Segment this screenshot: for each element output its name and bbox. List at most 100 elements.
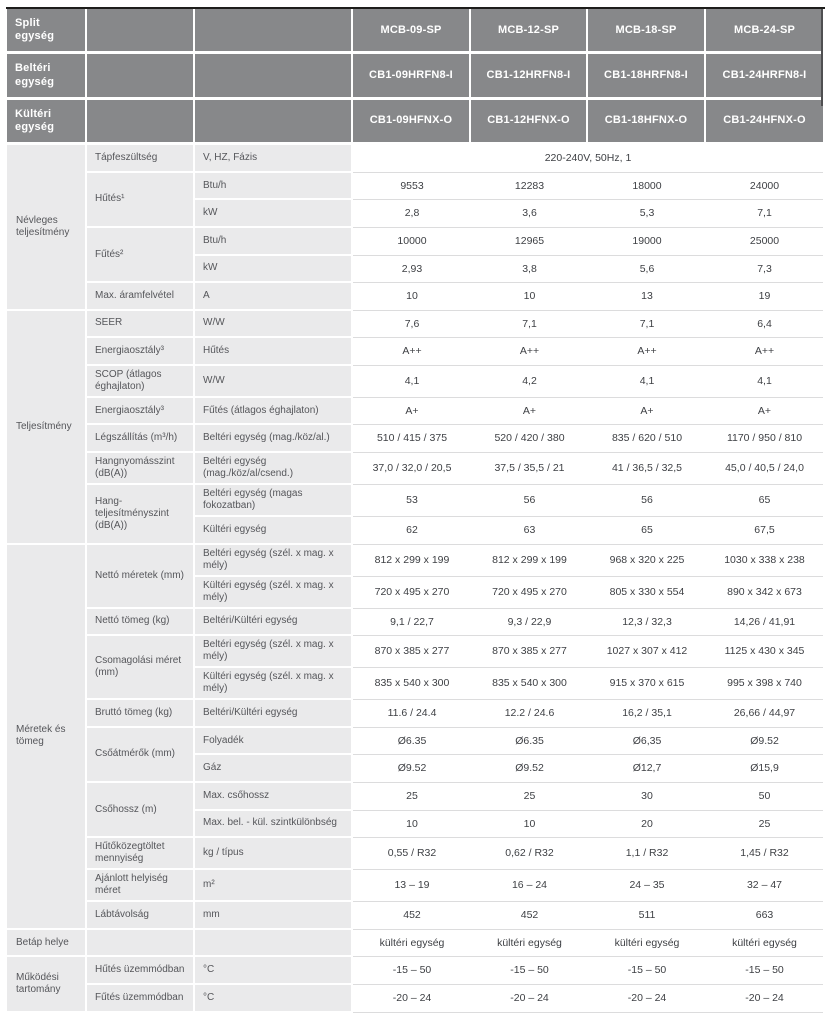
value-cell: Ø9.52 xyxy=(353,755,471,784)
detail-label-cell: W/W xyxy=(195,365,353,398)
table-row: kW 2,8 3,6 5,3 7,1 xyxy=(7,200,823,228)
value-cell: 805 x 330 x 554 xyxy=(588,576,706,609)
row-label-cell: Fűtés üzemmódban xyxy=(87,985,195,1013)
table-row: Energiaosztály³ Fűtés (átlagos éghajlaton… xyxy=(7,397,823,426)
table-header: Split egység MCB-09-SP MCB-12-SP MCB-18-SP M… xyxy=(7,9,823,146)
table-row: Nettó tömeg (kg) Beltéri/Kültéri egység 9,… xyxy=(7,608,823,637)
value-cell: 220-240V, 50Hz, 1 xyxy=(353,145,823,173)
value-cell: A++ xyxy=(353,338,471,366)
value-cell: kültéri egység xyxy=(471,929,588,958)
table-row: Teljesítmény SEER W/W 7,6 7,1 7,1 6,4 xyxy=(7,310,823,545)
value-cell: A+ xyxy=(471,397,588,426)
value-cell: 10 xyxy=(471,283,588,311)
row-label-cell: Bruttó tömeg (kg) xyxy=(87,700,195,728)
value-cell: 25 xyxy=(471,783,588,811)
row-label-cell: SCOP (átlagos éghajlaton) xyxy=(87,365,195,398)
header-row-label: Split egység xyxy=(7,9,87,55)
value-cell: 4,1 xyxy=(353,365,471,398)
value-cell: Ø9.52 xyxy=(706,727,823,756)
value-cell: 1125 x 430 x 345 xyxy=(706,636,823,669)
value-cell: 26,66 / 44,97 xyxy=(706,700,823,728)
value-cell: 1030 x 338 x 238 xyxy=(706,544,823,577)
row-label-cell: Ajánlott helyiség méret xyxy=(87,870,195,903)
value-cell: 7,1 xyxy=(706,200,823,228)
value-cell: 7,1 xyxy=(588,310,706,339)
table-row: Méretek és tömeg Nettó méretek (mm) Beltér… xyxy=(7,544,823,930)
row-label-cell: Fűtés² xyxy=(87,227,195,284)
table-row: Bruttó tömeg (kg) Beltéri/Kültéri egység 1… xyxy=(7,700,823,728)
table-row: Hűtés¹ Btu/h 9553 12283 18000 24000 xyxy=(7,172,823,228)
value-cell: 7,1 xyxy=(471,310,588,339)
row-label-cell: Lábtávolság xyxy=(87,902,195,930)
value-cell: 835 / 620 / 510 xyxy=(588,425,706,454)
value-cell: 720 x 495 x 270 xyxy=(471,576,588,609)
value-cell: 19000 xyxy=(588,227,706,256)
value-cell: 12283 xyxy=(471,172,588,201)
value-cell: 0,62 / R32 xyxy=(471,838,588,871)
value-cell: 56 xyxy=(471,485,588,518)
table-row: Fűtés² Btu/h 10000 12965 19000 25000 xyxy=(7,227,823,284)
table-row: Légszállítás (m³/h) Beltéri egység (mag./… xyxy=(7,425,823,454)
model-name-cell: CB1-18HFNX-O xyxy=(588,99,706,146)
detail-label-cell: Btu/h xyxy=(195,172,353,201)
value-cell: 812 x 299 x 199 xyxy=(353,544,471,577)
value-cell: 812 x 299 x 199 xyxy=(471,544,588,577)
value-cell: 56 xyxy=(588,485,706,518)
table-row: SCOP (átlagos éghajlaton) W/W 4,1 4,2 4,1 4,1 xyxy=(7,365,823,398)
row-label-cell: Hűtés¹ xyxy=(87,172,195,228)
value-cell: Ø6.35 xyxy=(353,727,471,756)
value-cell: 452 xyxy=(353,902,471,930)
value-cell: 50 xyxy=(706,783,823,811)
value-cell: 870 x 385 x 277 xyxy=(353,636,471,669)
header-spacer-cell xyxy=(195,99,353,146)
model-name-cell: MCB-24-SP xyxy=(706,9,823,55)
value-cell: 870 x 385 x 277 xyxy=(471,636,588,669)
table-row: Csőhossz (m) Max. csőhossz 25 25 30 50 xyxy=(7,783,823,839)
model-name-cell: CB1-24HRFN8-I xyxy=(706,54,823,100)
spec-table: Split egység MCB-09-SP MCB-12-SP MCB-18-SP M… xyxy=(7,9,823,1013)
value-cell: 20 xyxy=(588,810,706,839)
table-row: Csomagolási méret (mm) Beltéri egység (sz… xyxy=(7,636,823,701)
value-cell: 12,3 / 32,3 xyxy=(588,608,706,637)
detail-label-cell: kW xyxy=(195,255,353,284)
value-cell: -15 – 50 xyxy=(706,957,823,985)
table-row: Ajánlott helyiség méret m² 13 – 19 16 – 24 2… xyxy=(7,870,823,903)
value-cell: 9553 xyxy=(353,172,471,201)
value-cell: 18000 xyxy=(588,172,706,201)
value-cell: 25 xyxy=(706,810,823,839)
value-cell: 63 xyxy=(471,517,588,545)
value-cell: 65 xyxy=(706,485,823,518)
table-row: Hangnyomásszint (dB(A)) Beltéri egység (m… xyxy=(7,453,823,486)
table-row: Névleges teljesítmény Tápfeszültség V, HZ,… xyxy=(7,145,823,311)
value-cell: Ø15,9 xyxy=(706,755,823,784)
detail-label-cell: Beltéri egység (mag./köz/al.) xyxy=(195,425,353,454)
detail-label-cell: m² xyxy=(195,870,353,903)
table-row: Max. bel. - kül. szintkülönbség 10 10 20 25 xyxy=(7,810,823,839)
header-row-label: Beltéri egység xyxy=(7,54,87,100)
table-top-border xyxy=(6,7,825,9)
value-cell: 13 – 19 xyxy=(353,870,471,903)
value-cell: 915 x 370 x 615 xyxy=(588,668,706,701)
table-row: Fűtés üzemmódban °C -20 – 24 -20 – 24 -20 – … xyxy=(7,985,823,1013)
value-cell: 53 xyxy=(353,485,471,518)
value-cell: 0,55 / R32 xyxy=(353,838,471,871)
value-cell: 25000 xyxy=(706,227,823,256)
value-cell: 9,3 / 22,9 xyxy=(471,608,588,637)
value-cell: 62 xyxy=(353,517,471,545)
value-cell: 10 xyxy=(353,810,471,839)
model-name-cell: CB1-18HRFN8-I xyxy=(588,54,706,100)
value-cell: 452 xyxy=(471,902,588,930)
value-cell: 835 x 540 x 300 xyxy=(353,668,471,701)
table-row: Kültéri egység (szél. x mag. x mély) 720 … xyxy=(7,576,823,609)
value-cell: -20 – 24 xyxy=(588,985,706,1013)
detail-label-cell: Fűtés (átlagos éghajlaton) xyxy=(195,397,353,426)
table-row: Hűtőközegtöltet mennyiség kg / típus 0,55 … xyxy=(7,838,823,871)
detail-label-cell: Beltéri/Kültéri egység xyxy=(195,700,353,728)
value-cell: 720 x 495 x 270 xyxy=(353,576,471,609)
section-label-cell: Betáp helye xyxy=(7,929,87,958)
value-cell: 12.2 / 24.6 xyxy=(471,700,588,728)
value-cell: 19 xyxy=(706,283,823,311)
value-cell: 24 – 35 xyxy=(588,870,706,903)
row-label-cell: Csomagolási méret (mm) xyxy=(87,636,195,701)
